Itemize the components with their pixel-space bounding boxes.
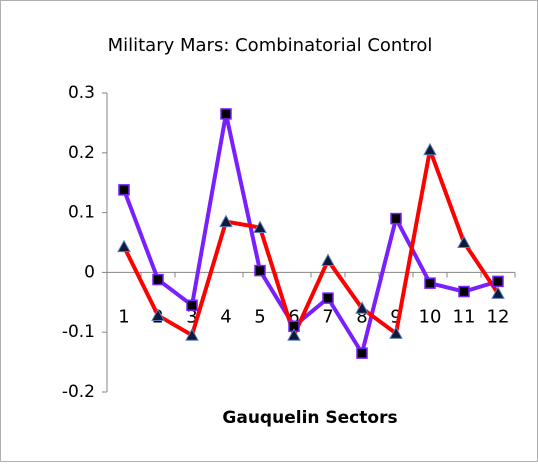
marker xyxy=(117,239,131,253)
x-tick-label: 10 xyxy=(419,306,442,327)
y-tick-label: 0 xyxy=(84,262,95,282)
series-line xyxy=(122,147,500,338)
x-tick-label: 3 xyxy=(186,306,197,327)
marker xyxy=(287,328,301,341)
marker xyxy=(390,212,402,225)
x-tick-label: 12 xyxy=(487,306,510,327)
x-tick-label: 11 xyxy=(453,306,476,327)
chart-title: Military Mars: Combinatorial Control xyxy=(108,35,433,56)
marker xyxy=(356,347,368,359)
marker xyxy=(186,299,198,312)
y-tick-label: 0.1 xyxy=(68,203,95,223)
y-tick-label: 0.3 xyxy=(68,83,95,103)
x-tick-label: 8 xyxy=(356,306,367,327)
x-tick-label: 7 xyxy=(322,306,333,327)
marker xyxy=(389,326,403,339)
x-tick-label: 4 xyxy=(220,306,231,327)
marker xyxy=(254,264,266,277)
x-tick-label: 9 xyxy=(390,306,401,327)
marker xyxy=(253,220,267,234)
x-tick-label: 6 xyxy=(288,306,299,327)
marker xyxy=(321,253,335,266)
marker xyxy=(185,328,199,341)
marker xyxy=(151,308,165,321)
marker xyxy=(322,292,334,304)
marker xyxy=(152,273,164,286)
marker xyxy=(458,285,470,298)
marker xyxy=(491,286,505,299)
x-axis-label: Gauquelin Sectors xyxy=(222,408,397,428)
y-tick-label: 0.2 xyxy=(68,143,95,163)
marker xyxy=(220,108,232,120)
x-tick-label: 5 xyxy=(254,306,265,327)
y-tick-label: -0.2 xyxy=(62,382,95,402)
marker xyxy=(492,275,504,288)
marker xyxy=(355,301,369,314)
x-tick-label: 1 xyxy=(118,306,129,327)
marker xyxy=(423,142,437,156)
marker xyxy=(457,235,471,248)
marker xyxy=(219,214,233,228)
marker xyxy=(118,184,130,196)
y-tick-label: -0.1 xyxy=(62,322,95,342)
marker xyxy=(424,277,436,289)
